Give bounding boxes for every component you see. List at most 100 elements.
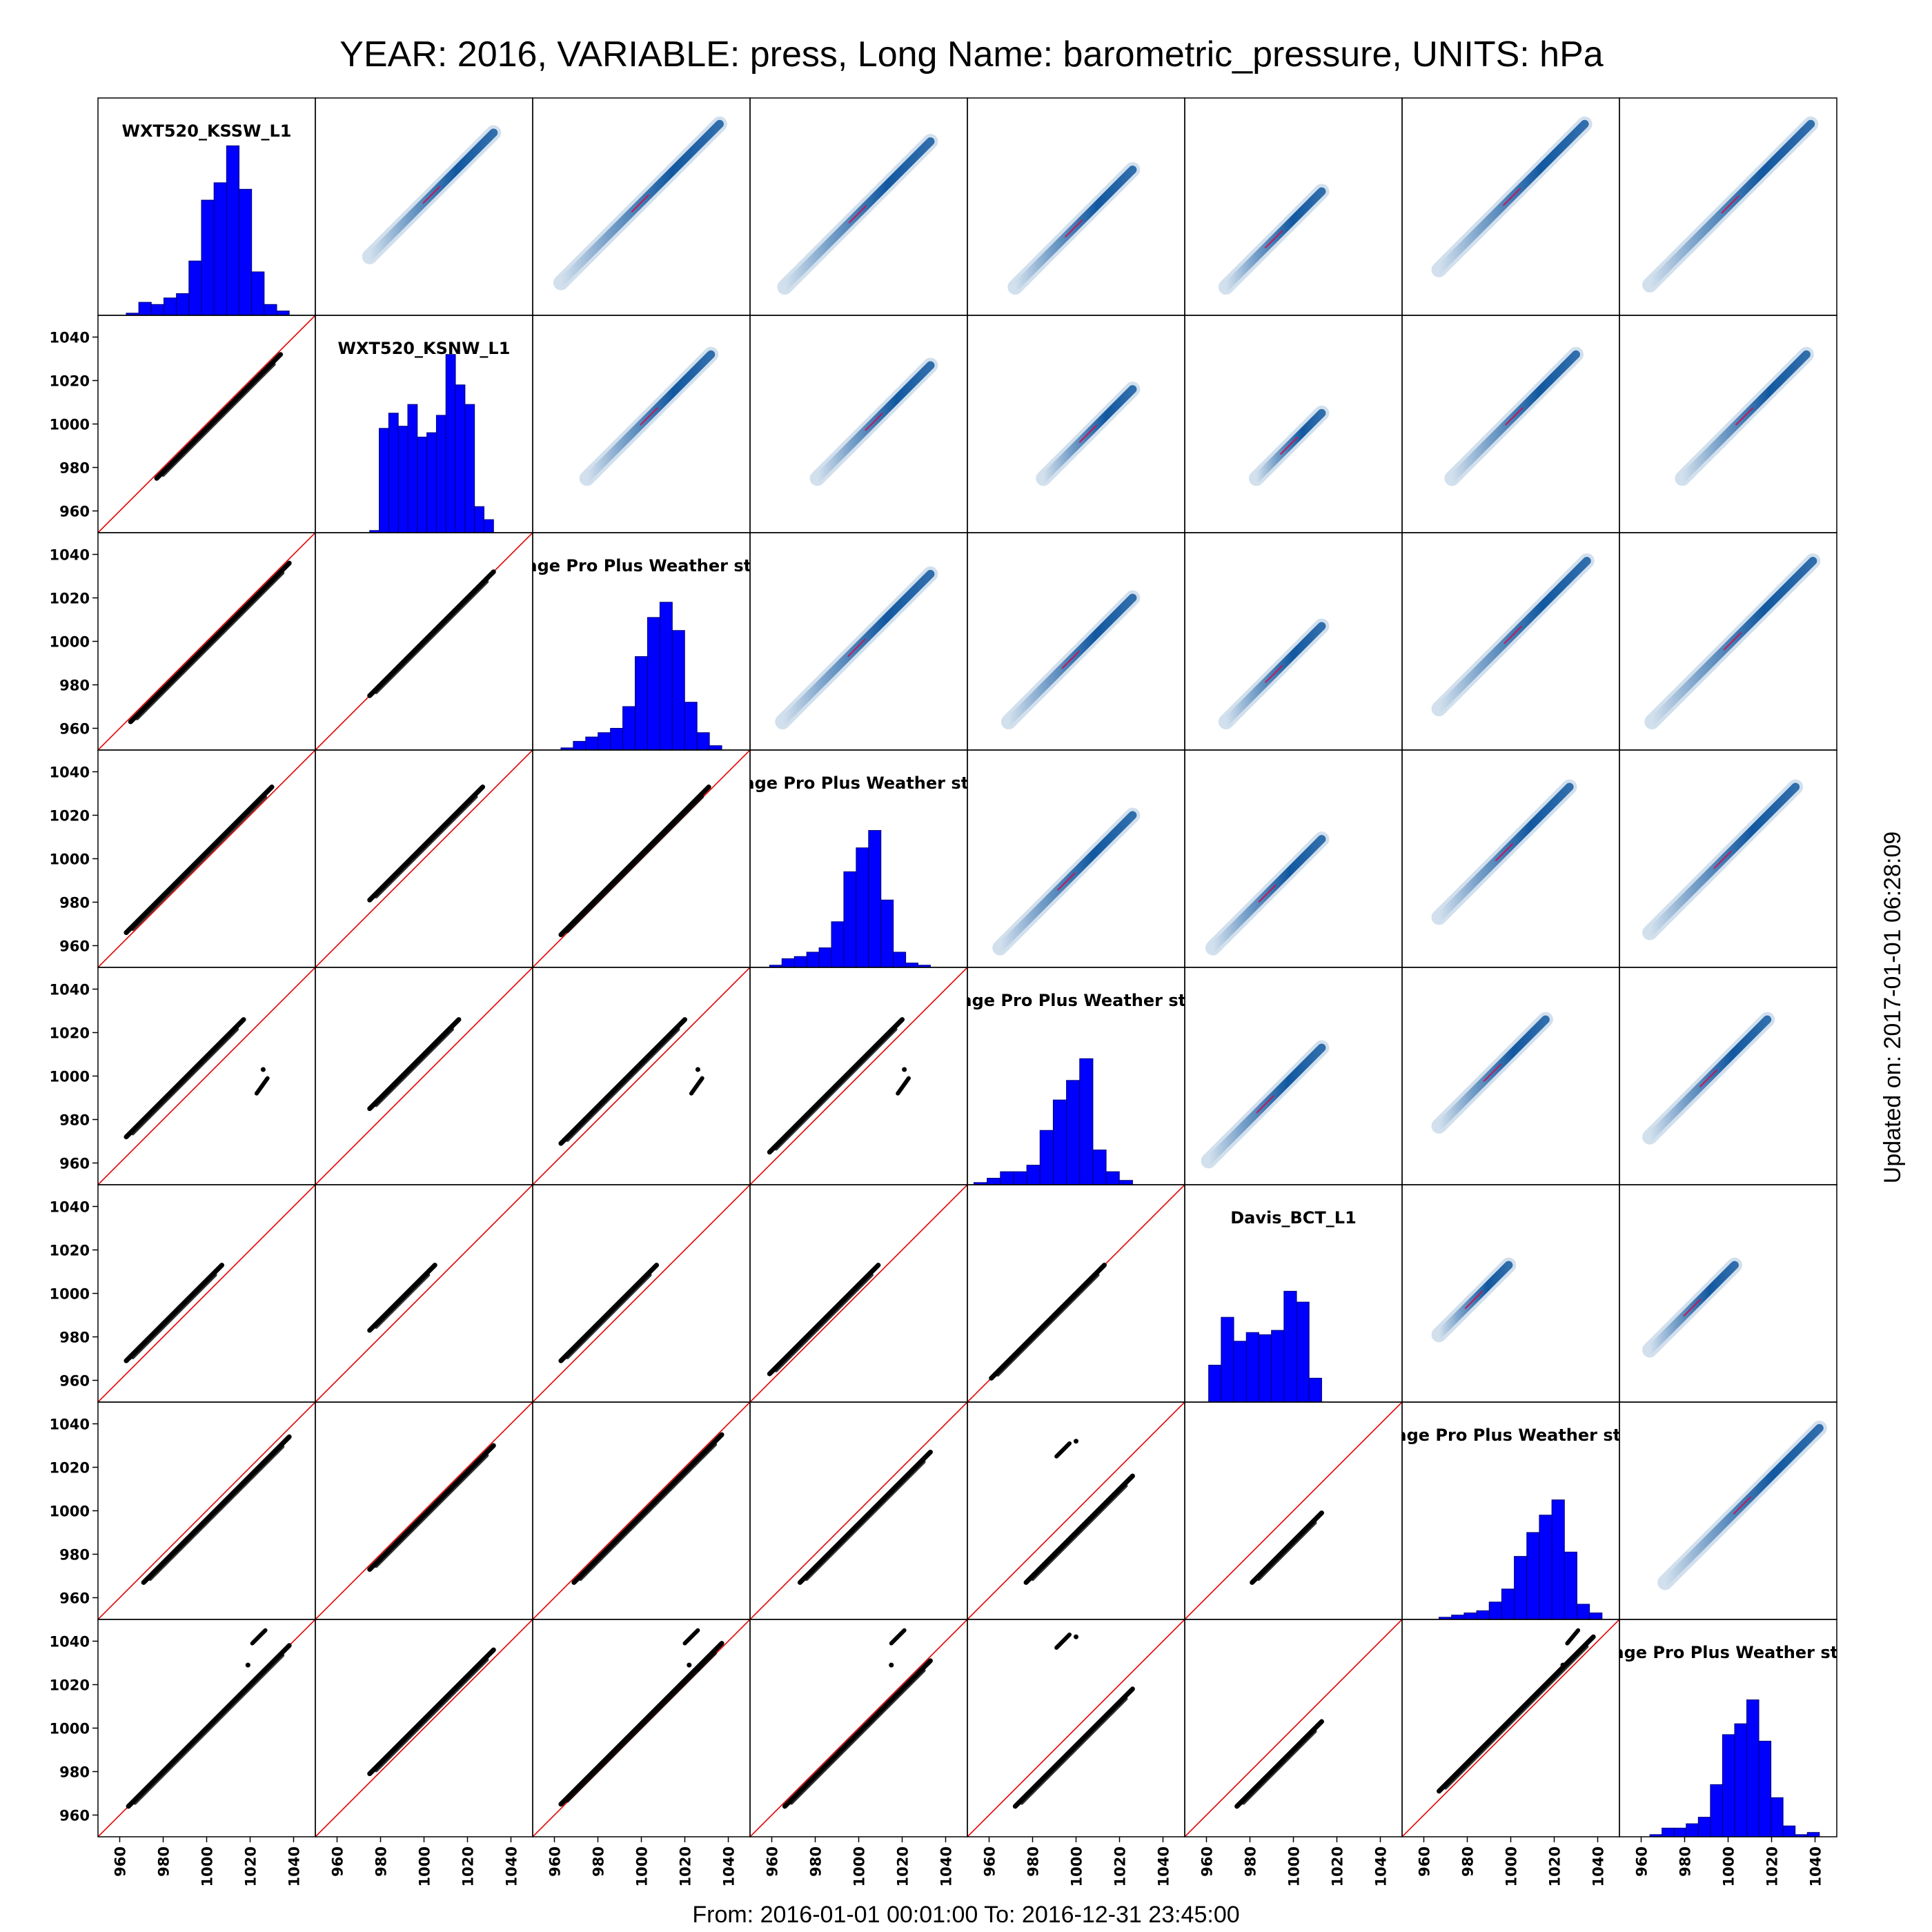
scatter-band-secondary bbox=[374, 580, 489, 695]
density-panel bbox=[1657, 1420, 1827, 1590]
histogram-bar bbox=[1662, 1827, 1675, 1837]
histogram-bar bbox=[573, 740, 586, 750]
histogram-bar bbox=[1118, 1180, 1133, 1185]
x-tick-label: 1020 bbox=[1330, 1846, 1346, 1886]
updated-timestamp: Updated on: 2017-01-01 06:28:09 bbox=[1880, 831, 1906, 1183]
scatter-panel bbox=[98, 1619, 315, 1837]
density-panel bbox=[777, 134, 938, 295]
scatter-band bbox=[1023, 1473, 1135, 1585]
density-peak-mark bbox=[1256, 1095, 1274, 1114]
outlier-cluster bbox=[254, 1076, 270, 1096]
station-label: Davis_BCT_L1 bbox=[1230, 1208, 1357, 1228]
scatter-band bbox=[124, 1017, 246, 1140]
density-peak-mark bbox=[1683, 1298, 1702, 1317]
histogram-bar bbox=[163, 297, 177, 315]
scatter-band-secondary bbox=[774, 1273, 874, 1372]
histogram-bar bbox=[868, 830, 882, 967]
histogram-bar bbox=[1105, 1171, 1120, 1185]
x-tick-label: 1000 bbox=[417, 1846, 433, 1886]
scatter-band-secondary bbox=[135, 571, 285, 720]
histogram-bar bbox=[1000, 1171, 1014, 1185]
density-panel bbox=[1431, 116, 1593, 277]
panel-frame bbox=[967, 315, 1185, 533]
scatter-band-secondary bbox=[565, 1273, 652, 1359]
density-peak-mark bbox=[1723, 632, 1742, 651]
histogram-bar bbox=[213, 182, 227, 315]
panel-frame bbox=[967, 749, 1185, 968]
reference-line bbox=[315, 1619, 533, 1837]
y-tick-label: 1000 bbox=[50, 1721, 90, 1737]
scatter-panel bbox=[1185, 1402, 1402, 1619]
outlier-cluster bbox=[689, 1076, 704, 1096]
scatter-band-secondary bbox=[789, 1668, 926, 1805]
density-peak-mark bbox=[1699, 1069, 1718, 1087]
scatter-band bbox=[124, 785, 275, 936]
x-tick-label: 1000 bbox=[1504, 1846, 1520, 1886]
x-tick-label: 1020 bbox=[678, 1846, 694, 1886]
histogram-bar bbox=[622, 706, 636, 750]
x-tick-label: 960 bbox=[1417, 1846, 1433, 1877]
histogram-bar bbox=[1488, 1601, 1502, 1619]
histogram-bar bbox=[176, 293, 190, 315]
x-tick-label: 1000 bbox=[1721, 1846, 1737, 1886]
histogram-bar bbox=[1771, 1797, 1784, 1837]
density-panel bbox=[1431, 1257, 1517, 1343]
x-tick-label: 980 bbox=[156, 1846, 172, 1877]
scatter-band bbox=[767, 1263, 881, 1377]
histogram-bar bbox=[793, 956, 807, 967]
histogram-bar bbox=[1746, 1699, 1759, 1837]
histogram-panel: Vantage Pro Plus Weather station bbox=[1619, 1643, 1837, 1837]
histogram-bar bbox=[1514, 1556, 1528, 1619]
density-peak-mark bbox=[1713, 850, 1732, 869]
scatter-band bbox=[797, 1449, 933, 1585]
reference-line bbox=[533, 1185, 750, 1402]
histogram-panel: Vantage Pro Plus Weather station bbox=[967, 991, 1185, 1185]
panel-frame bbox=[1401, 967, 1620, 1185]
density-panel bbox=[1431, 553, 1595, 717]
panel-frame bbox=[1619, 967, 1837, 1185]
histogram-bar bbox=[598, 732, 611, 750]
scatter-band bbox=[1012, 1686, 1135, 1809]
density-peak-mark bbox=[1065, 219, 1083, 238]
histogram-bar bbox=[239, 188, 253, 315]
y-tick-label: 1000 bbox=[50, 851, 90, 868]
scatter-band-secondary bbox=[996, 1273, 1100, 1377]
x-tick-label: 1000 bbox=[634, 1846, 651, 1886]
histogram-bar bbox=[585, 736, 599, 750]
y-tick-label: 1040 bbox=[50, 330, 90, 346]
scatter-band bbox=[782, 1658, 933, 1809]
density-panel bbox=[809, 357, 938, 486]
scatter-band-secondary bbox=[148, 1445, 285, 1581]
scatter-panel bbox=[98, 533, 315, 750]
histogram-bar bbox=[1758, 1740, 1772, 1837]
scatter-panel bbox=[750, 1185, 967, 1402]
scatter-band-secondary bbox=[805, 1460, 926, 1581]
reference-line bbox=[967, 1619, 1185, 1837]
scatter-band-secondary bbox=[565, 1027, 680, 1142]
histogram-bar bbox=[379, 428, 389, 533]
reference-line bbox=[98, 967, 315, 1185]
x-tick-label: 960 bbox=[547, 1846, 564, 1877]
histogram-bar bbox=[1697, 1817, 1711, 1837]
x-tick-label: 980 bbox=[1460, 1846, 1477, 1877]
reference-line bbox=[533, 967, 750, 1185]
histogram-bar bbox=[1013, 1171, 1027, 1185]
scatter-band-secondary bbox=[565, 795, 704, 934]
x-tick-label: 1000 bbox=[1069, 1846, 1085, 1886]
x-tick-label: 1040 bbox=[1590, 1846, 1607, 1886]
histogram-bar bbox=[1463, 1613, 1477, 1619]
density-peak-mark bbox=[1078, 424, 1098, 443]
density-panel bbox=[1205, 831, 1330, 956]
scatter-band bbox=[571, 1432, 724, 1585]
histogram-bar bbox=[426, 432, 437, 533]
scatter-band-secondary bbox=[374, 1657, 489, 1773]
scatter-panel bbox=[750, 1402, 967, 1619]
x-tick-label: 1040 bbox=[286, 1846, 303, 1886]
scatter-panel bbox=[315, 1402, 533, 1619]
density-peak-mark bbox=[640, 407, 658, 426]
x-tick-label: 1020 bbox=[1547, 1846, 1564, 1886]
reference-line bbox=[315, 1185, 533, 1402]
y-tick-label: 1000 bbox=[50, 634, 90, 651]
y-tick-label: 1020 bbox=[50, 1677, 90, 1694]
reference-line bbox=[750, 1185, 967, 1402]
